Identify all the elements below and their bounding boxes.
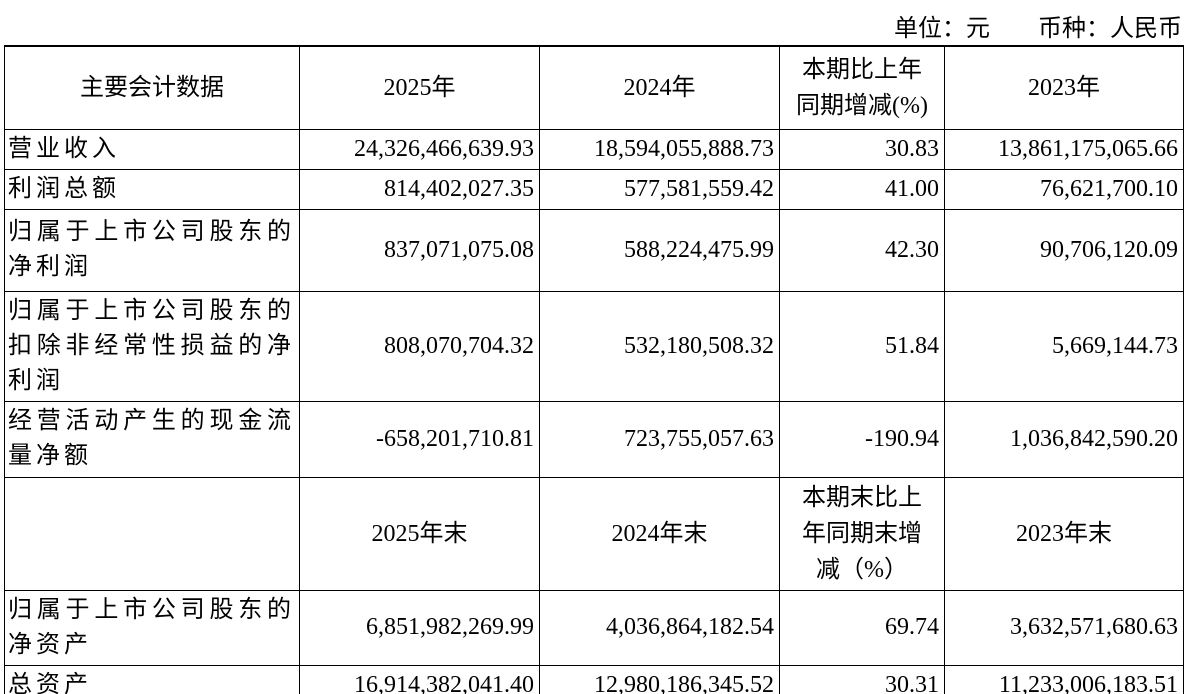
table-row-operating-revenue: 营业收入 24,326,466,639.93 18,594,055,888.73… — [4, 128, 1184, 170]
unit-currency-note: 单位：元 币种：人民币 — [894, 16, 1182, 42]
value-2023: 13,861,175,065.66 — [944, 128, 1184, 170]
value-end-2025: 6,851,982,269.99 — [299, 589, 540, 666]
table-row-operating-cash-flow: 经营活动产生的现金流量净额 -658,201,710.81 723,755,05… — [4, 400, 1184, 478]
value-change-pct: -190.94 — [779, 400, 945, 478]
header-empty — [4, 476, 300, 591]
row-label: 归属于上市公司股东的净利润 — [4, 208, 300, 292]
header-year-2024: 2024年 — [539, 45, 780, 130]
value-end-2024: 4,036,864,182.54 — [539, 589, 780, 666]
value-change-pct: 51.84 — [779, 290, 945, 402]
value-2023: 90,706,120.09 — [944, 208, 1184, 292]
row-label: 总资产 — [4, 664, 300, 694]
value-end-2024: 12,980,186,345.52 — [539, 664, 780, 694]
value-2023: 76,621,700.10 — [944, 168, 1184, 210]
row-label: 营业收入 — [4, 128, 300, 170]
value-end-2023: 3,632,571,680.63 — [944, 589, 1184, 666]
header-yoy-change-pct: 本期比上年 同期增减(%) — [779, 45, 945, 130]
value-2025: 814,402,027.35 — [299, 168, 540, 210]
row-label: 归属于上市公司股东的扣除非经常性损益的净利润 — [4, 290, 300, 402]
value-2024: 532,180,508.32 — [539, 290, 780, 402]
header-year-2025: 2025年 — [299, 45, 540, 130]
value-2024: 588,224,475.99 — [539, 208, 780, 292]
table-header-row-annual: 主要会计数据 2025年 2024年 本期比上年 同期增减(%) 2023年 — [4, 45, 1184, 130]
header-year-2023: 2023年 — [944, 45, 1184, 130]
row-label: 经营活动产生的现金流量净额 — [4, 400, 300, 478]
row-label: 利润总额 — [4, 168, 300, 210]
value-2024: 723,755,057.63 — [539, 400, 780, 478]
table-row-net-profit-attributable: 归属于上市公司股东的净利润 837,071,075.08 588,224,475… — [4, 208, 1184, 292]
value-end-2025: 16,914,382,041.40 — [299, 664, 540, 694]
header-end-2025: 2025年末 — [299, 476, 540, 591]
financial-data-table: 主要会计数据 2025年 2024年 本期比上年 同期增减(%) 2023年 营… — [4, 45, 1184, 694]
value-2025: 808,070,704.32 — [299, 290, 540, 402]
value-change-pct: 30.31 — [779, 664, 945, 694]
table-header-row-year-end: 2025年末 2024年末 本期末比上 年同期末增 减（%） 2023年末 — [4, 476, 1184, 591]
value-2024: 18,594,055,888.73 — [539, 128, 780, 170]
value-2024: 577,581,559.42 — [539, 168, 780, 210]
row-label: 归属于上市公司股东的净资产 — [4, 589, 300, 666]
value-change-pct: 30.83 — [779, 128, 945, 170]
value-2025: 24,326,466,639.93 — [299, 128, 540, 170]
value-2025: 837,071,075.08 — [299, 208, 540, 292]
value-2023: 5,669,144.73 — [944, 290, 1184, 402]
header-end-2024: 2024年末 — [539, 476, 780, 591]
value-2023: 1,036,842,590.20 — [944, 400, 1184, 478]
table-row-net-assets-attributable: 归属于上市公司股东的净资产 6,851,982,269.99 4,036,864… — [4, 589, 1184, 666]
header-main-accounting-data: 主要会计数据 — [4, 45, 300, 130]
header-year-end-change-pct: 本期末比上 年同期末增 减（%） — [779, 476, 945, 591]
value-2025: -658,201,710.81 — [299, 400, 540, 478]
table-row-total-assets: 总资产 16,914,382,041.40 12,980,186,345.52 … — [4, 664, 1184, 694]
table-row-total-profit: 利润总额 814,402,027.35 577,581,559.42 41.00… — [4, 168, 1184, 210]
value-end-2023: 11,233,006,183.51 — [944, 664, 1184, 694]
value-change-pct: 42.30 — [779, 208, 945, 292]
value-change-pct: 69.74 — [779, 589, 945, 666]
header-end-2023: 2023年末 — [944, 476, 1184, 591]
table-row-net-profit-excl-nonrecurring: 归属于上市公司股东的扣除非经常性损益的净利润 808,070,704.32 53… — [4, 290, 1184, 402]
value-change-pct: 41.00 — [779, 168, 945, 210]
